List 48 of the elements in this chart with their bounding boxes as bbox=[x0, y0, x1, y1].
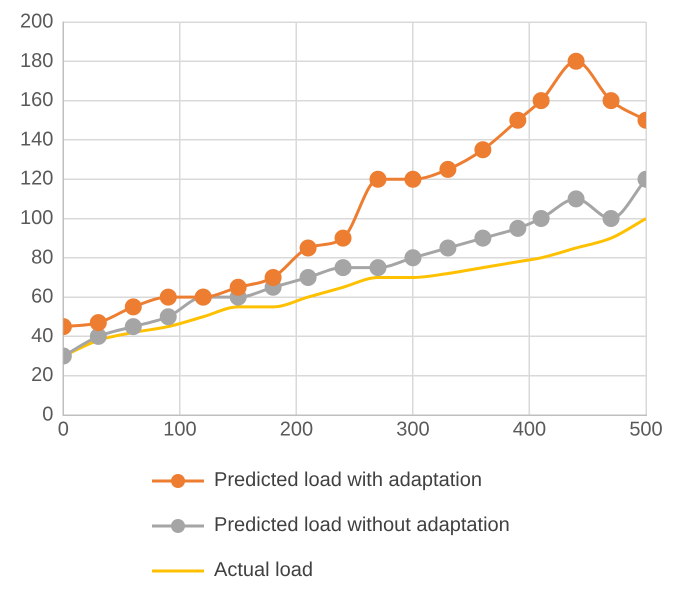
point bbox=[90, 328, 107, 345]
point bbox=[404, 170, 422, 188]
y-tick-label: 120 bbox=[20, 168, 54, 190]
y-tick-label: 80 bbox=[31, 246, 54, 268]
x-tick-label: 500 bbox=[629, 418, 663, 441]
y-tick-label: 160 bbox=[20, 89, 54, 112]
point bbox=[334, 259, 352, 276]
x-tick-label: 200 bbox=[280, 418, 314, 441]
legend-label: Predicted load with adaptation bbox=[214, 469, 482, 492]
point bbox=[124, 318, 142, 336]
point bbox=[568, 52, 585, 70]
point bbox=[160, 308, 177, 326]
point bbox=[439, 239, 456, 256]
point bbox=[124, 298, 142, 316]
point bbox=[300, 268, 317, 286]
y-tick-label: 140 bbox=[20, 128, 54, 150]
x-tick-label: 400 bbox=[512, 418, 546, 441]
point bbox=[334, 230, 352, 247]
point bbox=[369, 259, 386, 276]
x-tick-label: 100 bbox=[163, 418, 197, 441]
y-tick-label: 20 bbox=[31, 364, 54, 386]
point bbox=[602, 92, 620, 110]
point bbox=[230, 278, 247, 296]
legend-label: Actual load bbox=[214, 559, 313, 582]
point bbox=[369, 170, 386, 188]
y-tick-label: 0 bbox=[42, 404, 54, 426]
x-tick-label: 0 bbox=[58, 418, 69, 441]
point bbox=[160, 288, 177, 306]
point bbox=[568, 190, 585, 208]
point bbox=[474, 230, 492, 247]
point bbox=[90, 314, 107, 332]
point bbox=[474, 141, 492, 158]
y-tick-label: 40 bbox=[31, 324, 54, 347]
point bbox=[532, 210, 550, 227]
legend-label: Predicted load without adaptation bbox=[214, 514, 510, 537]
point bbox=[509, 112, 526, 129]
y-tick-label: 200 bbox=[20, 10, 54, 33]
point bbox=[509, 220, 526, 237]
point bbox=[404, 249, 422, 266]
y-tick-label: 180 bbox=[20, 50, 54, 72]
y-tick-label: 100 bbox=[20, 207, 54, 230]
y-tick-label: 60 bbox=[31, 286, 54, 308]
point bbox=[300, 239, 317, 256]
point bbox=[264, 268, 282, 286]
x-tick-label: 300 bbox=[396, 418, 430, 441]
point bbox=[532, 92, 550, 110]
point bbox=[602, 210, 620, 227]
point bbox=[439, 160, 456, 178]
